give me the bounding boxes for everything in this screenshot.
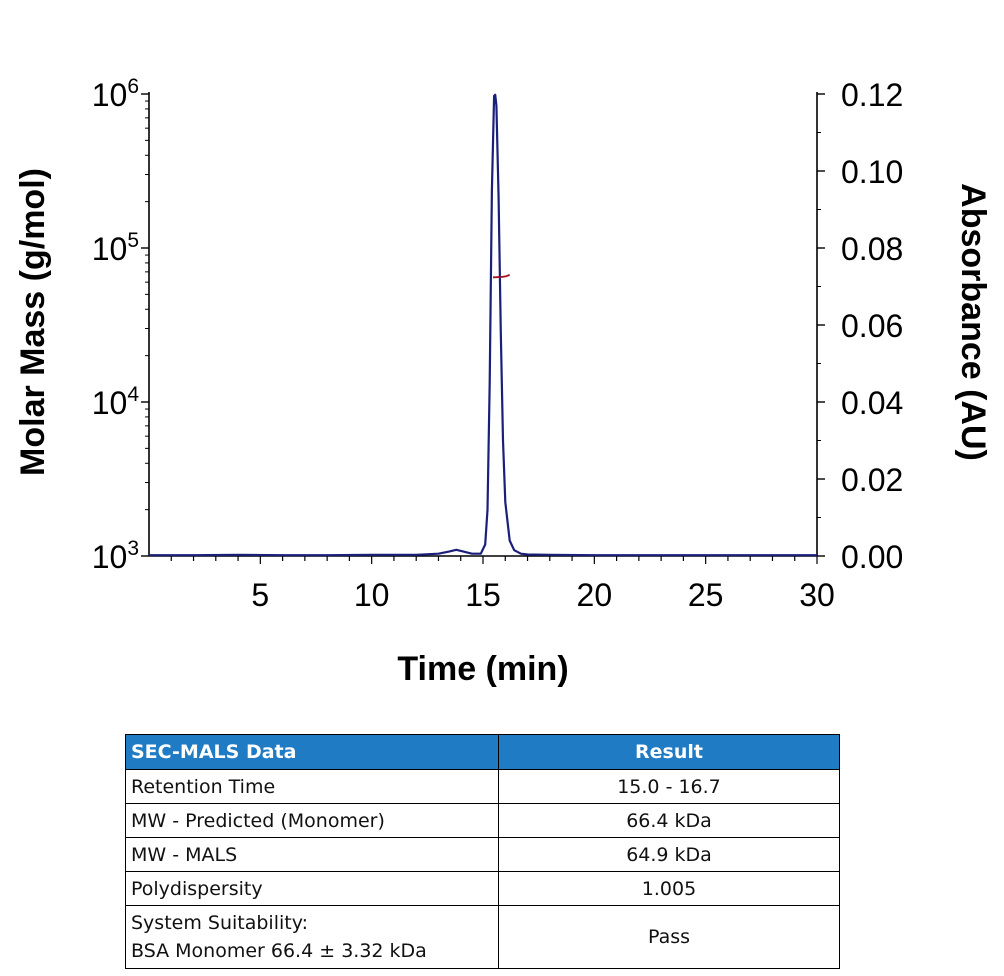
header-sec-mals-data: SEC-MALS Data	[125, 734, 499, 770]
row-param-line1: System Suitability:	[131, 912, 308, 934]
y-right-tick-label: 0.12	[841, 77, 903, 113]
x-tick-label: 5	[251, 577, 269, 613]
chart-labels: 5 10 15 20 25 30 103 104 105 106 0.00 0.02 0.04 0.06 0…	[92, 75, 904, 613]
row-result: 15.0 - 16.7	[498, 769, 840, 804]
x-tick-label: 25	[688, 577, 724, 613]
x-tick-label: 10	[354, 577, 390, 613]
y-left-tick-label: 103	[92, 537, 139, 575]
row-param: Retention Time	[125, 769, 499, 804]
absorbance-series-line	[149, 93, 817, 557]
table-row: Polydispersity 1.005	[125, 871, 840, 906]
chart-axes	[141, 92, 825, 564]
y-right-tick-label: 0.08	[841, 231, 903, 267]
y-left-tick-label: 104	[92, 383, 140, 421]
row-param: MW - Predicted (Monomer)	[125, 803, 499, 838]
row-result: 1.005	[498, 871, 840, 906]
row-param: Polydispersity	[125, 871, 499, 906]
x-tick-label: 20	[577, 577, 613, 613]
y-right-tick-label: 0.02	[841, 462, 903, 498]
header-result: Result	[498, 734, 840, 770]
table-row: MW - MALS 64.9 kDa	[125, 837, 840, 872]
chart-series	[149, 93, 817, 557]
table-header-row: SEC-MALS Data Result	[125, 734, 840, 770]
row-result: 66.4 kDa	[498, 803, 840, 838]
row-param: MW - MALS	[125, 837, 499, 872]
y-right-tick-label: 0.10	[841, 154, 903, 190]
chromatogram-chart: 5 10 15 20 25 30 103 104 105 106 0.00 0.02 0.04 0.06 0…	[14, 75, 992, 688]
table-row: Retention Time 15.0 - 16.7	[125, 769, 840, 804]
row-result: 64.9 kDa	[498, 837, 840, 872]
row-result: Pass	[498, 905, 840, 969]
y-right-tick-label: 0.06	[841, 308, 903, 344]
row-param-multiline: System Suitability: BSA Monomer 66.4 ± 3…	[125, 905, 499, 969]
y-axis-right-title: Absorbance (AU)	[954, 183, 992, 461]
y-left-tick-label: 105	[92, 229, 139, 267]
y-left-tick-label: 106	[92, 75, 139, 113]
table-row: System Suitability: BSA Monomer 66.4 ± 3…	[125, 905, 840, 969]
y-axis-left-title: Molar Mass (g/mol)	[14, 168, 52, 476]
row-param-line2: BSA Monomer 66.4 ± 3.32 kDa	[131, 940, 427, 962]
x-tick-label: 30	[799, 577, 835, 613]
sec-mals-results-table: SEC-MALS Data Result Retention Time 15.0…	[125, 734, 840, 969]
y-right-tick-label: 0.04	[841, 385, 903, 421]
y-right-tick-label: 0.00	[841, 539, 903, 575]
molar-mass-series-line	[492, 273, 511, 279]
x-axis-title: Time (min)	[397, 650, 568, 688]
table-row: MW - Predicted (Monomer) 66.4 kDa	[125, 803, 840, 838]
x-tick-label: 15	[465, 577, 501, 613]
